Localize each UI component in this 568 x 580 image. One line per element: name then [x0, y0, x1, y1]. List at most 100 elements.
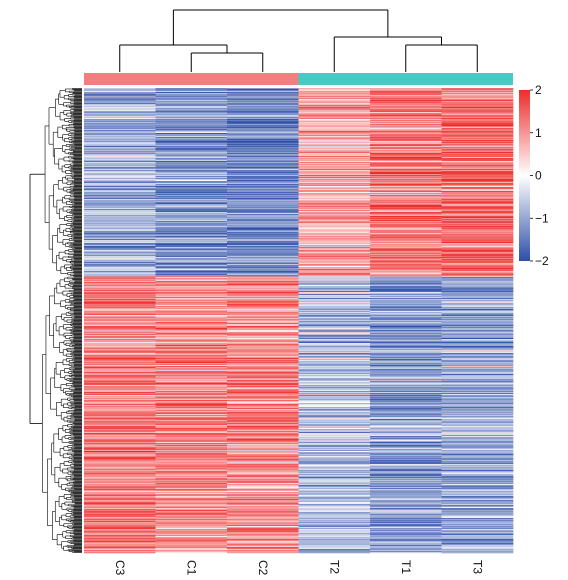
heatmap-cell	[441, 403, 514, 405]
heatmap-cell	[155, 493, 228, 495]
heatmap-cell	[227, 282, 299, 284]
heatmap-cell	[370, 487, 442, 489]
heatmap-cell	[298, 320, 371, 322]
heatmap-cell	[298, 136, 371, 138]
heatmap-cell	[370, 395, 442, 397]
heatmap-cell	[298, 169, 371, 171]
heatmap-cell	[227, 177, 299, 179]
heatmap-cell	[370, 202, 442, 204]
heatmap-cell	[370, 190, 442, 192]
heatmap-cell	[155, 286, 228, 288]
heatmap-cell	[155, 457, 228, 459]
heatmap-cell	[370, 332, 442, 334]
heatmap-cell	[227, 124, 299, 126]
heatmap-cell	[155, 98, 228, 100]
heatmap-cell	[155, 259, 228, 261]
heatmap-cell	[441, 282, 514, 284]
heatmap-cell	[370, 91, 442, 93]
heatmap-cell	[370, 349, 442, 352]
heatmap-cell	[227, 371, 299, 373]
heatmap-cell	[441, 449, 514, 451]
heatmap-cell	[155, 134, 228, 136]
heatmap-cell	[370, 431, 442, 433]
heatmap-cell	[370, 129, 442, 131]
heatmap-cell	[298, 412, 371, 414]
heatmap-cell	[370, 356, 442, 358]
heatmap-cell	[84, 107, 156, 109]
heatmap-cell	[155, 158, 228, 160]
heatmap-cell	[298, 467, 371, 469]
heatmap-cell	[84, 418, 156, 420]
heatmap-cell	[441, 338, 514, 340]
heatmap-cell	[227, 449, 299, 451]
heatmap-cell	[227, 97, 299, 99]
heatmap-cell	[441, 284, 514, 286]
heatmap-cell	[84, 473, 156, 476]
heatmap-cell	[298, 236, 371, 238]
heatmap-cell	[155, 234, 228, 236]
heatmap-cell	[298, 381, 371, 383]
heatmap-cell	[441, 243, 514, 245]
heatmap-cell	[84, 245, 156, 247]
heatmap-cell	[84, 488, 156, 490]
heatmap-cell	[370, 495, 442, 497]
heatmap-cell	[370, 167, 442, 169]
heatmap-cell	[298, 494, 371, 496]
heatmap-cell	[84, 139, 156, 141]
heatmap-cell	[441, 234, 514, 236]
heatmap-cell	[298, 108, 371, 110]
heatmap-cell	[370, 377, 442, 379]
heatmap-cell	[227, 280, 299, 283]
heatmap-cell	[441, 201, 514, 203]
heatmap-cell	[370, 429, 442, 431]
heatmap-cell	[370, 366, 442, 368]
heatmap-cell	[298, 101, 371, 103]
heatmap-cell	[298, 480, 371, 482]
heatmap-cell	[370, 353, 442, 355]
heatmap-cell	[227, 413, 299, 415]
heatmap-cell	[370, 98, 442, 100]
heatmap-cell	[441, 113, 514, 115]
heatmap-cell	[441, 275, 514, 277]
heatmap-cell	[227, 153, 299, 155]
heatmap-cell	[370, 153, 442, 155]
heatmap-cell	[370, 407, 442, 409]
heatmap-cell	[370, 235, 442, 237]
heatmap-cell	[84, 425, 156, 427]
heatmap-cell	[298, 413, 371, 415]
heatmap-cell	[227, 449, 299, 451]
heatmap-cell	[155, 246, 228, 248]
heatmap-cell	[227, 349, 299, 351]
heatmap-cell	[441, 423, 514, 425]
heatmap-cell	[155, 472, 228, 474]
heatmap-cell	[298, 305, 371, 307]
heatmap-cell	[84, 328, 156, 330]
heatmap-cell	[370, 119, 442, 121]
heatmap-cell	[298, 311, 371, 313]
heatmap-cell	[441, 205, 514, 207]
heatmap-cell	[227, 491, 299, 493]
heatmap-cell	[84, 141, 156, 143]
heatmap-cell	[370, 391, 442, 393]
heatmap-cell	[155, 302, 228, 304]
heatmap-cell	[441, 112, 514, 114]
heatmap-cell	[84, 391, 156, 393]
heatmap-cell	[227, 229, 299, 231]
heatmap-cell	[370, 255, 442, 257]
heatmap-cell	[370, 303, 442, 305]
heatmap-cell	[84, 237, 156, 239]
heatmap-cell	[441, 158, 514, 160]
heatmap-cell	[441, 112, 514, 114]
heatmap-cell	[84, 90, 156, 92]
heatmap-cell	[370, 486, 442, 488]
heatmap-cell	[155, 107, 228, 109]
heatmap-cell	[84, 494, 156, 496]
heatmap-cell	[298, 263, 371, 265]
heatmap-cell	[84, 475, 156, 477]
heatmap-cell	[84, 322, 156, 324]
heatmap-cell	[441, 390, 514, 392]
heatmap-cell	[155, 390, 228, 392]
heatmap-cell	[227, 257, 299, 259]
heatmap-cell	[370, 325, 442, 327]
heatmap-cell	[370, 168, 442, 170]
